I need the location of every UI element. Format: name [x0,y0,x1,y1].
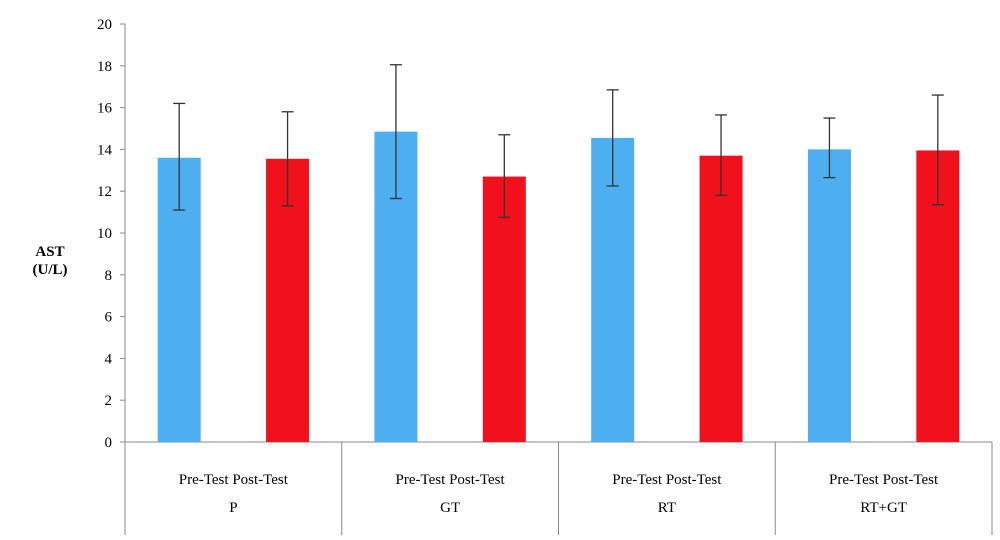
y-tick-label: 6 [105,310,113,326]
y-tick-label: 2 [105,393,113,409]
bar [699,155,743,443]
y-tick-label: 10 [97,226,112,242]
y-axis-title: AST (U/L) [33,244,68,278]
group-label: P [229,500,237,516]
y-tick-label: 12 [97,184,112,200]
y-tick-label: 18 [97,59,112,75]
category-labels: Pre-Test Post-Test P Pre-Test Post-Test GT P… [179,472,939,516]
y-tick-label: 16 [97,101,113,117]
y-axis-unit: (U/L) [33,262,68,278]
bar-labels: Pre-Test Post-Test [612,472,722,488]
y-tick-label: 4 [105,351,113,367]
bar [591,137,635,442]
y-tick-label: 14 [97,142,113,158]
y-tick-label: 8 [105,268,113,284]
bar-labels: Pre-Test Post-Test [179,472,289,488]
group-label: RT+GT [860,500,907,516]
bar [482,176,526,442]
axes [124,24,993,535]
y-ticks: 0 2 4 6 8 10 12 14 16 18 20 [97,17,125,451]
bar [807,149,851,442]
group-label: RT [658,500,676,516]
y-tick-label: 0 [105,435,113,451]
bar-labels: Pre-Test Post-Test [829,472,939,488]
group-label: GT [440,500,460,516]
y-tick-label: 20 [97,17,112,33]
error-bars [173,64,944,218]
y-axis-label: AST [35,244,64,260]
bar-labels: Pre-Test Post-Test [396,472,506,488]
bars [157,131,960,443]
